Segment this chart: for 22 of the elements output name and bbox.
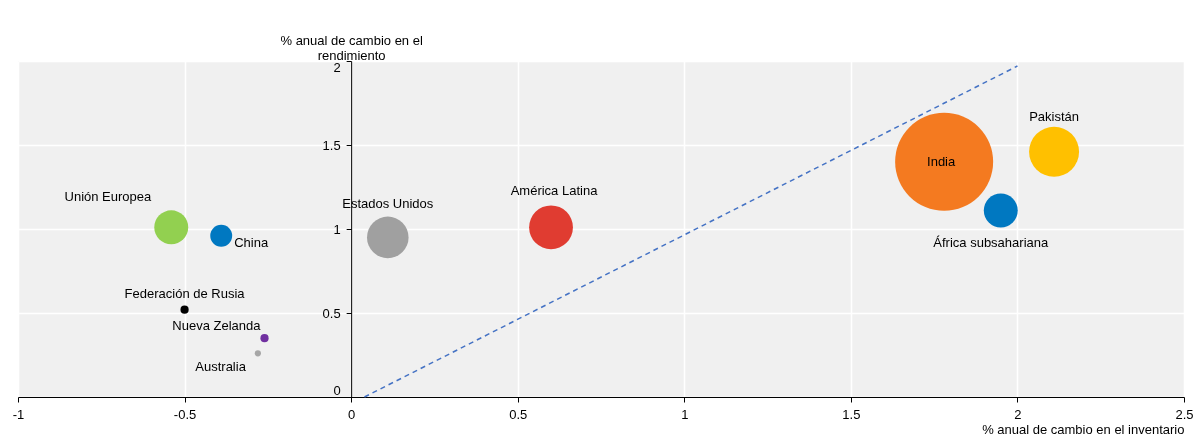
y-tick-label: 0	[333, 382, 341, 398]
annotation: India	[927, 153, 956, 169]
annotation: Federación de Rusia	[124, 285, 246, 301]
x-tick-label: 0.5	[509, 406, 528, 422]
y-tick-label: 1.5	[322, 137, 341, 153]
annotation: África subsahariana	[933, 234, 1049, 250]
x-tick-label: -0.5	[173, 406, 197, 422]
x-tick-label: -1	[12, 406, 25, 422]
x-tick-label: 2.5	[1175, 406, 1194, 422]
x-axis-title: % anual de cambio en el inventario	[982, 421, 1185, 437]
annotation: Nueva Zelanda	[172, 318, 262, 334]
annotation: China	[234, 234, 269, 250]
annotation: América Latina	[510, 183, 599, 199]
y-tick-label: 0.5	[322, 305, 341, 321]
x-tick-label: 2	[1014, 406, 1022, 422]
x-tick-label: 0	[348, 406, 356, 422]
annotation: Australia	[195, 359, 247, 375]
x-tick-label: 1.5	[842, 406, 861, 422]
x-tick-label: 1	[681, 406, 689, 422]
y-tick-label: 1	[333, 221, 341, 237]
annotation: Unión Europea	[64, 189, 153, 205]
annotation: Pakistán	[1029, 108, 1080, 124]
